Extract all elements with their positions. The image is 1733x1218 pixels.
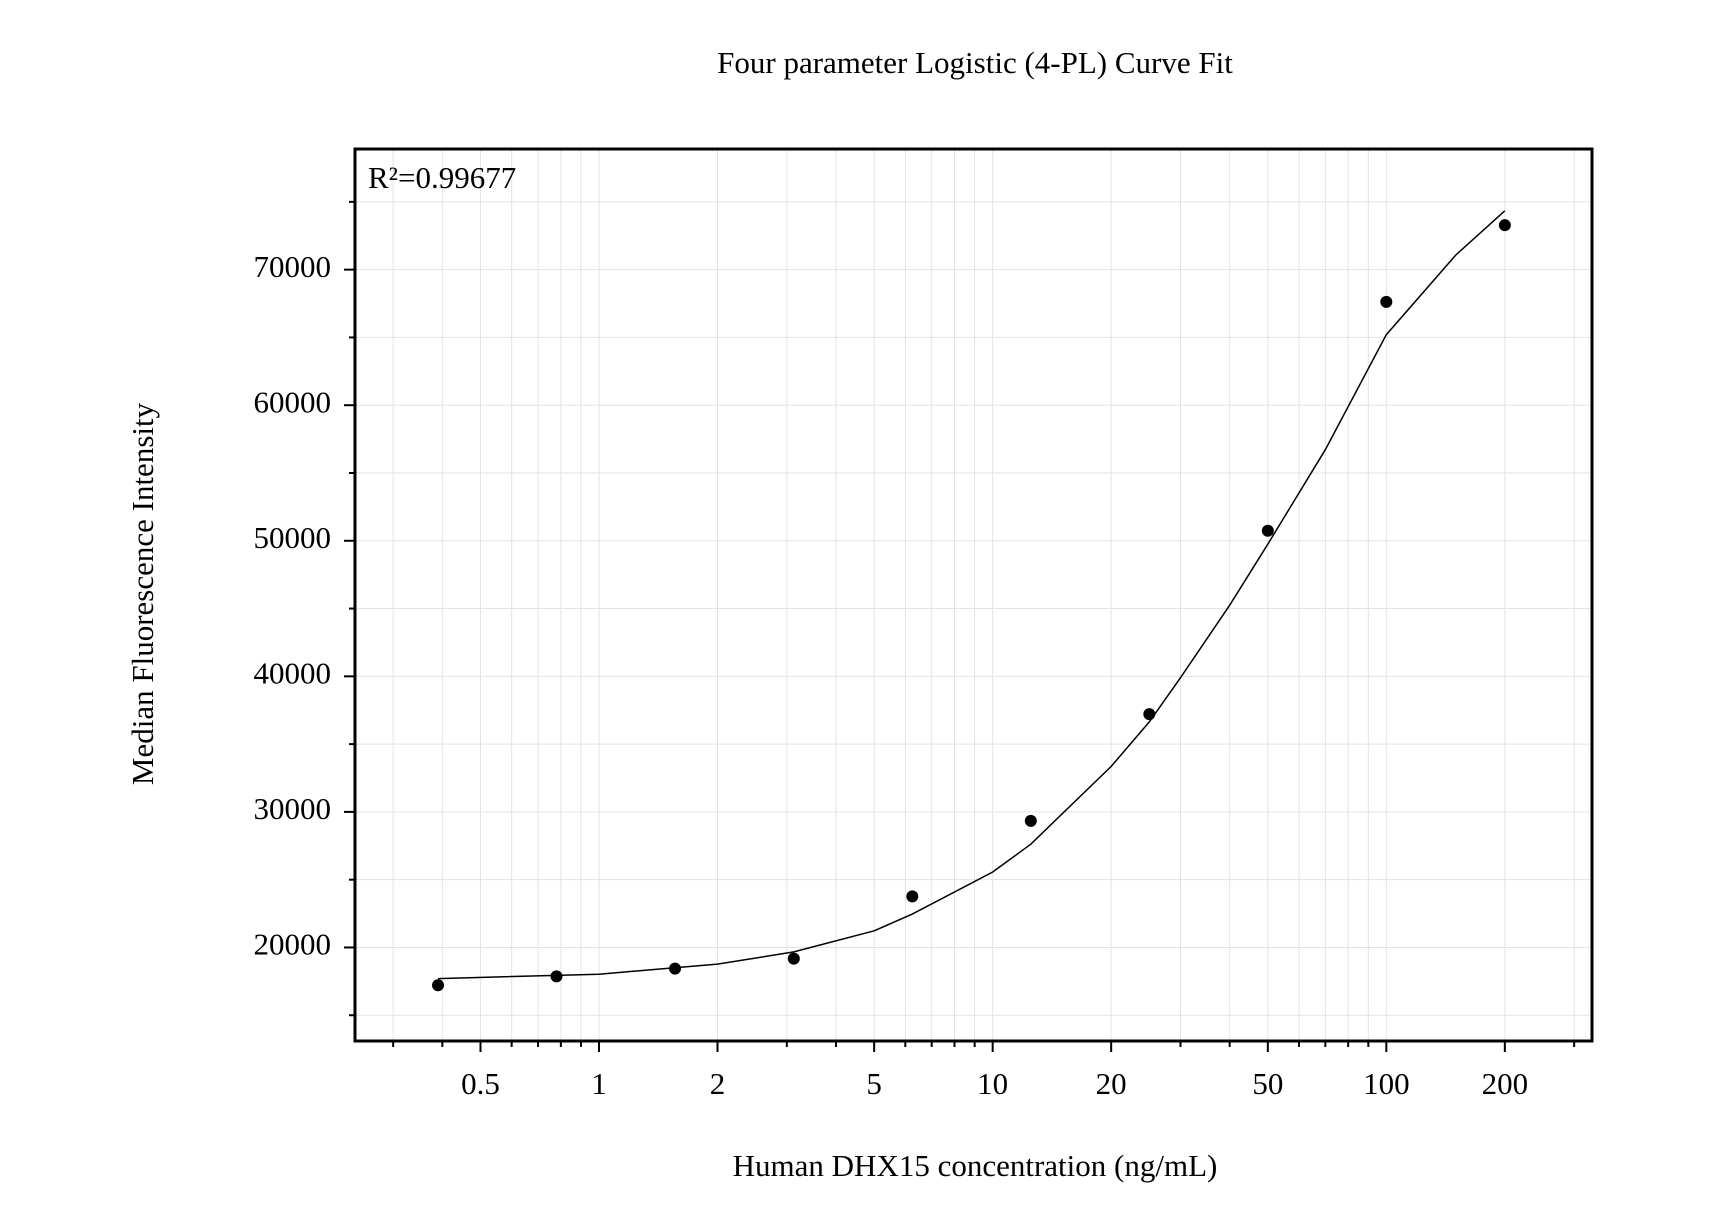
data-point bbox=[1380, 295, 1393, 308]
data-point bbox=[1261, 524, 1274, 537]
y-tick-label: 40000 bbox=[254, 655, 332, 690]
x-tick-label: 0.5 bbox=[461, 1066, 500, 1101]
x-tick-label: 1 bbox=[591, 1066, 607, 1101]
plot-frame bbox=[353, 147, 1594, 1043]
data-point bbox=[550, 970, 563, 983]
y-axis-label: Median Fluorescence Intensity bbox=[125, 402, 160, 785]
x-axis-label: Human DHX15 concentration (ng/mL) bbox=[733, 1148, 1218, 1183]
annotation: R²=0.99677 bbox=[368, 160, 516, 195]
data-point bbox=[787, 952, 800, 965]
data-point bbox=[1024, 814, 1037, 827]
y-tick-label: 30000 bbox=[254, 791, 332, 826]
x-tick-label: 2 bbox=[710, 1066, 726, 1101]
y-tick-label: 50000 bbox=[254, 520, 332, 555]
y-tick-label: 60000 bbox=[254, 384, 332, 419]
data-point bbox=[669, 962, 682, 975]
x-tick-label: 100 bbox=[1363, 1066, 1410, 1101]
x-tick-label: 10 bbox=[977, 1066, 1008, 1101]
data-point bbox=[432, 979, 445, 992]
x-tick-label: 200 bbox=[1482, 1066, 1529, 1101]
fit-curve bbox=[437, 210, 1506, 980]
x-tick-label: 20 bbox=[1096, 1066, 1127, 1101]
data-point bbox=[906, 890, 919, 903]
y-tick-label: 20000 bbox=[254, 927, 332, 962]
data-point bbox=[1143, 708, 1156, 721]
x-tick-label: 50 bbox=[1252, 1066, 1283, 1101]
chart-title: Four parameter Logistic (4-PL) Curve Fit bbox=[717, 45, 1233, 80]
data-point bbox=[1498, 219, 1511, 232]
y-tick-label: 70000 bbox=[254, 249, 332, 284]
x-tick-label: 5 bbox=[866, 1066, 882, 1101]
